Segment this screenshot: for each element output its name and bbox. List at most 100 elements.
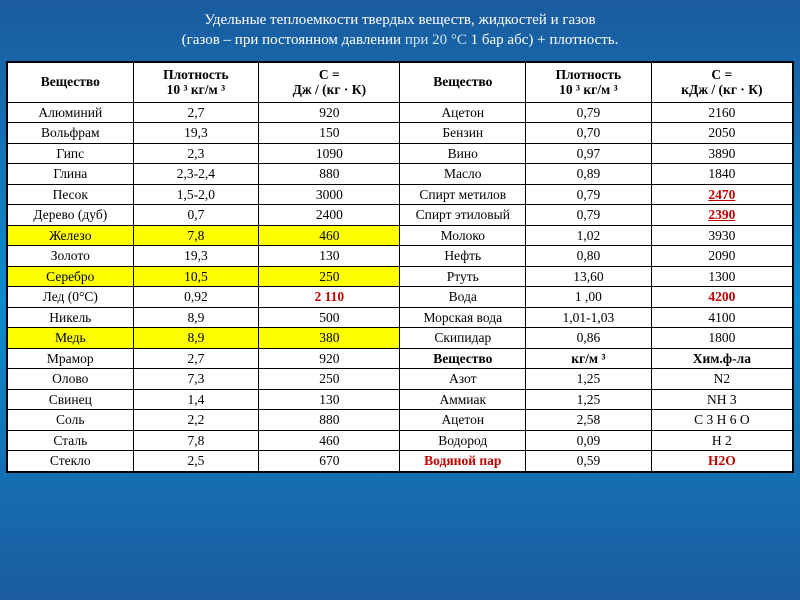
table-cell: Н 2 [651,430,792,451]
table-cell: Ацетон [400,410,526,431]
table-cell: 0,79 [526,184,652,205]
table-cell: 2,2 [133,410,259,431]
table-cell: кг/м ³ [526,348,652,369]
th-c-1: С = Дж / (кг · К) [259,62,400,102]
table-cell: Хим.ф-ла [651,348,792,369]
table-cell: 0,59 [526,451,652,472]
table-cell: Соль [8,410,134,431]
table-cell: 250 [259,266,400,287]
th-density-1: Плотность 10 ³ кг/м ³ [133,62,259,102]
table-cell: NH 3 [651,389,792,410]
table-cell: Олово [8,369,134,390]
th-density-2: Плотность 10 ³ кг/м ³ [526,62,652,102]
table-cell: 4200 [651,287,792,308]
table-cell: Н2О [651,451,792,472]
table-cell: С 3 Н 6 О [651,410,792,431]
table-cell: 0,7 [133,205,259,226]
table-cell: Аммиак [400,389,526,410]
table-cell: 7,3 [133,369,259,390]
table-cell: 7,8 [133,225,259,246]
table-cell: Лед (0°С) [8,287,134,308]
table-cell: Свинец [8,389,134,410]
table-cell: 880 [259,410,400,431]
table-cell: 2,3-2,4 [133,164,259,185]
table-cell: Молоко [400,225,526,246]
table-cell: 0,89 [526,164,652,185]
table-row: Мрамор2,7920Веществокг/м ³Хим.ф-ла [8,348,793,369]
table-cell: Водяной пар [400,451,526,472]
table-cell: Вино [400,143,526,164]
table-cell: 3890 [651,143,792,164]
table-cell: Стекло [8,451,134,472]
table-row: Свинец1,4130Аммиак1,25NH 3 [8,389,793,410]
table-row: Золото19,3130Нефть0,802090 [8,246,793,267]
table-cell: 8,9 [133,307,259,328]
table-cell: 1090 [259,143,400,164]
table-cell: 920 [259,102,400,123]
table-cell: 2,3 [133,143,259,164]
table-cell: Глина [8,164,134,185]
table-cell: 880 [259,164,400,185]
table-cell: 0,92 [133,287,259,308]
table-cell: 920 [259,348,400,369]
table-cell: 2470 [651,184,792,205]
table-header-row: Вещество Плотность 10 ³ кг/м ³ С = Дж / … [8,62,793,102]
table-cell: Вещество [400,348,526,369]
table-cell: 130 [259,389,400,410]
title-line2b: при 20 °С [405,32,467,48]
table-row: Дерево (дуб)0,72400Спирт этиловый0,79239… [8,205,793,226]
page-title: Удельные теплоемкости твердых веществ, ж… [0,0,800,57]
table-cell: 19,3 [133,123,259,144]
table-cell: 250 [259,369,400,390]
table-cell: Сталь [8,430,134,451]
table-row: Сталь7,8460Водород0,09Н 2 [8,430,793,451]
table-cell: 2 110 [259,287,400,308]
title-line2c: 1 бар абс) + плотность. [467,32,619,48]
table-cell: Песок [8,184,134,205]
table-cell: Водород [400,430,526,451]
table-cell: 2,7 [133,102,259,123]
table-cell: Медь [8,328,134,349]
table-cell: 13,60 [526,266,652,287]
table-cell: 2400 [259,205,400,226]
table-cell: 0,70 [526,123,652,144]
table-row: Никель8,9500Морская вода1,01-1,034100 [8,307,793,328]
table-cell: Мрамор [8,348,134,369]
table-cell: Морская вода [400,307,526,328]
table-cell: 3930 [651,225,792,246]
th-substance-1: Вещество [8,62,134,102]
table-cell: Азот [400,369,526,390]
th-c-2: С = кДж / (кг · К) [651,62,792,102]
title-line1: Удельные теплоемкости твердых веществ, ж… [204,12,595,28]
table-row: Серебро10,5250Ртуть13,601300 [8,266,793,287]
table-cell: Алюминий [8,102,134,123]
table-cell: Золото [8,246,134,267]
table-cell: 2050 [651,123,792,144]
table-cell: 10,5 [133,266,259,287]
table-cell: 8,9 [133,328,259,349]
table-cell: Бензин [400,123,526,144]
table-cell: Скипидар [400,328,526,349]
table-cell: 130 [259,246,400,267]
table-cell: Вольфрам [8,123,134,144]
table-cell: Масло [400,164,526,185]
table-cell: 1840 [651,164,792,185]
th-substance-2: Вещество [400,62,526,102]
table-row: Стекло2,5670Водяной пар0,59Н2О [8,451,793,472]
table-cell: 19,3 [133,246,259,267]
table-cell: Спирт метилов [400,184,526,205]
table-cell: 2160 [651,102,792,123]
table-row: Железо7,8460Молоко1,023930 [8,225,793,246]
table-row: Олово7,3250Азот1,25N2 [8,369,793,390]
table-cell: 2,5 [133,451,259,472]
table-cell: Ацетон [400,102,526,123]
table-cell: 1300 [651,266,792,287]
table-cell: 2090 [651,246,792,267]
table-cell: 0,09 [526,430,652,451]
table-cell: 7,8 [133,430,259,451]
table-row: Лед (0°С)0,922 110Вода1 ,004200 [8,287,793,308]
table-cell: 2,7 [133,348,259,369]
table-row: Гипс2,31090Вино0,973890 [8,143,793,164]
table-cell: Дерево (дуб) [8,205,134,226]
table-cell: 1,25 [526,389,652,410]
